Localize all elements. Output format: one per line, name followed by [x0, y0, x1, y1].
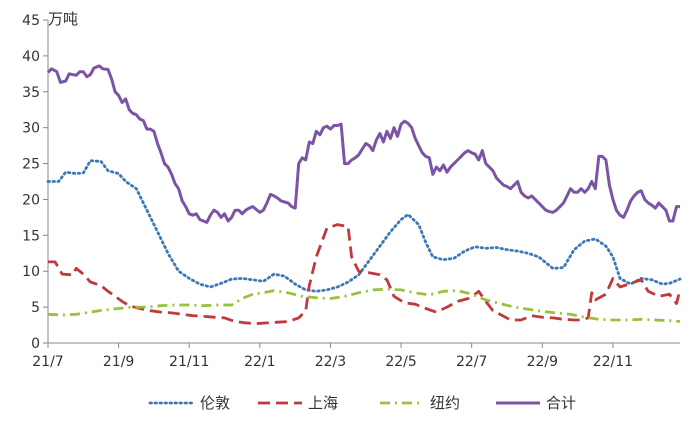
- y-tick-label: 0: [31, 336, 40, 352]
- x-tick-label: 22/7: [456, 354, 487, 370]
- x-tick-label: 21/11: [169, 354, 209, 370]
- x-tick-label: 22/5: [385, 354, 416, 370]
- series-line-1: [46, 159, 682, 293]
- y-tick-label: 40: [22, 49, 40, 65]
- y-tick-label: 30: [22, 121, 40, 137]
- series-line-2: [48, 223, 682, 325]
- y-tick-label: 25: [22, 157, 40, 173]
- x-tick-label: 21/7: [32, 354, 63, 370]
- series-line-4: [46, 64, 680, 224]
- legend: 伦敦 上海 纽约 合计: [148, 394, 576, 412]
- y-axis: 0 5 10 15 20 25 30 35 40 45: [22, 13, 49, 352]
- y-tick-label: 10: [22, 264, 40, 280]
- x-tick-label: 22/1: [244, 354, 275, 370]
- x-axis: 21/7 21/9 21/11 22/1 22/3 22/5 22/7 22/9 22/11: [32, 342, 680, 370]
- y-tick-label: 20: [22, 192, 40, 208]
- x-tick-label: 22/9: [527, 354, 558, 370]
- legend-label-2: 上海: [308, 394, 338, 412]
- x-tick-label: 21/9: [103, 354, 134, 370]
- x-tick-label: 22/3: [315, 354, 346, 370]
- legend-label-4: 合计: [546, 394, 576, 412]
- series-layer: [46, 64, 682, 325]
- y-tick-label: 35: [22, 85, 40, 101]
- y-tick-label: 45: [22, 13, 40, 29]
- legend-label-1: 伦敦: [200, 394, 230, 412]
- y-axis-unit-label: 万吨: [48, 10, 78, 28]
- y-tick-label: 15: [22, 228, 40, 244]
- legend-label-3: 纽约: [430, 394, 460, 412]
- x-tick-label: 22/11: [593, 354, 633, 370]
- series-line-3: [47, 287, 681, 323]
- y-tick-label: 5: [31, 300, 40, 316]
